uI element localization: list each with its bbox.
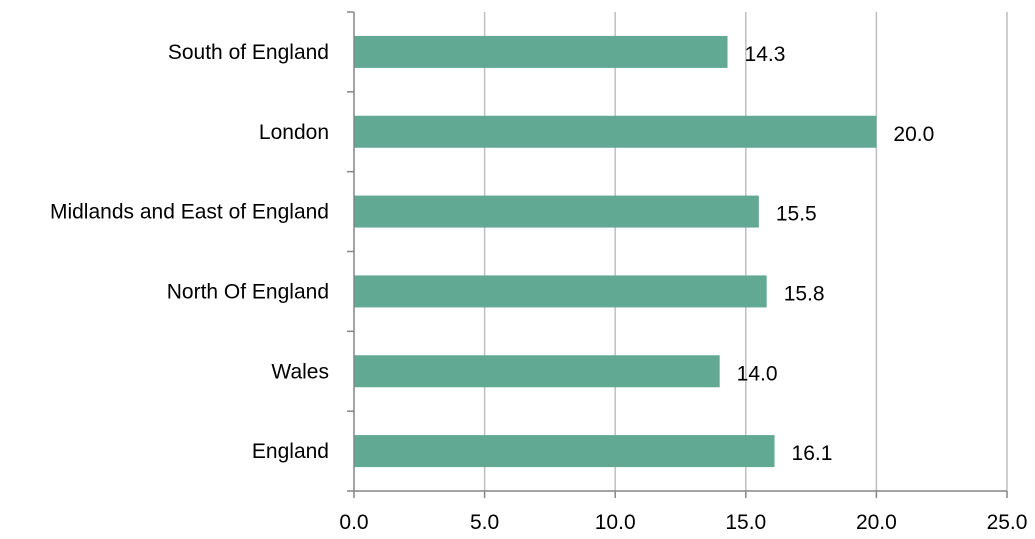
x-tick-label: 5.0 — [470, 511, 499, 534]
category-label: London — [259, 121, 329, 144]
bar — [354, 35, 728, 68]
x-tick-label: 15.0 — [725, 511, 766, 534]
bars — [354, 35, 877, 468]
x-tick-label: 10.0 — [595, 511, 636, 534]
data-labels: 14.3 20.0 15.5 15.8 14.0 16.1 — [737, 43, 935, 465]
axes — [347, 11, 1008, 498]
bar — [354, 355, 720, 388]
bar — [354, 115, 877, 148]
category-labels: South of England London Midlands and East … — [50, 41, 329, 463]
data-label: 15.5 — [776, 203, 817, 226]
x-tick-label: 25.0 — [987, 511, 1028, 534]
bar — [354, 195, 759, 228]
x-tick-label: 20.0 — [856, 511, 897, 534]
category-label: Wales — [271, 360, 329, 383]
data-label: 16.1 — [792, 442, 833, 465]
category-label: North Of England — [167, 280, 329, 303]
x-tick-label: 0.0 — [339, 511, 368, 534]
data-label: 14.0 — [737, 362, 778, 385]
bar — [354, 435, 775, 468]
data-label: 15.8 — [784, 282, 825, 305]
category-label: Midlands and East of England — [50, 201, 329, 224]
category-label: England — [252, 440, 329, 463]
data-label: 20.0 — [893, 123, 934, 146]
x-tick-labels: 0.0 5.0 10.0 15.0 20.0 25.0 — [339, 511, 1027, 534]
data-label: 14.3 — [745, 43, 786, 66]
category-label: South of England — [168, 41, 329, 64]
gridlines — [483, 12, 1008, 491]
bar — [354, 275, 767, 308]
